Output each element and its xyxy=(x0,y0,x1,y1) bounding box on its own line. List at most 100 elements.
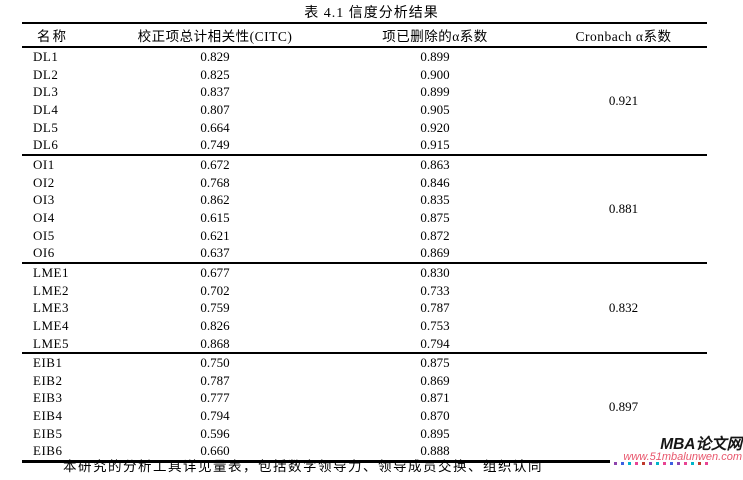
alpha-cell: 0.830 xyxy=(330,261,540,282)
tick-mark xyxy=(621,462,624,465)
alpha-cell: 0.899 xyxy=(420,49,450,64)
table-row: DL4 0.807 0.905 xyxy=(22,101,707,119)
name-cell: LME1 xyxy=(22,261,100,282)
alpha-cell: 0.835 xyxy=(420,192,450,208)
citc-cell: 0.677 xyxy=(100,261,330,282)
citc-cell: 0.794 xyxy=(200,408,230,424)
name-cell: OI2 xyxy=(33,174,55,190)
alpha-cell: 0.794 xyxy=(420,335,450,351)
name-cell: LME5 xyxy=(33,335,69,351)
table-row: LME5 0.868 0.794 xyxy=(22,335,707,354)
citc-cell: 0.862 xyxy=(200,192,230,208)
citc-cell: 0.660 xyxy=(200,443,230,459)
table-row: DL3 0.837 0.899 xyxy=(22,83,707,101)
citc-cell: 0.826 xyxy=(200,317,230,333)
watermark-site-url[interactable]: www.51mbalunwen.com xyxy=(623,451,742,463)
table-body: DL1 0.829 0.899 0.921 DL2 0.825 0.900 DL3 0.837 0… xyxy=(22,47,707,462)
alpha-cell: 0.870 xyxy=(420,408,450,424)
watermark-site-name: MBA论文网 xyxy=(660,436,742,453)
table-row: LME4 0.826 0.753 xyxy=(22,317,707,335)
table-row: DL2 0.825 0.900 xyxy=(22,66,707,84)
name-cell: DL4 xyxy=(33,101,59,117)
alpha-cell: 0.787 xyxy=(420,300,450,316)
name-cell: LME3 xyxy=(33,300,69,316)
alpha-cell: 0.899 xyxy=(420,84,450,100)
citc-cell: 0.768 xyxy=(200,174,230,190)
alpha-cell: 0.872 xyxy=(420,227,450,243)
citc-cell: 0.825 xyxy=(200,66,230,82)
table-row: EIB5 0.596 0.895 xyxy=(22,425,707,443)
tick-mark xyxy=(670,462,673,465)
clipped-paragraph-text: 本研究的分析工具详见量表，包括数字领导力、领导成员交换、组织认同 xyxy=(63,459,543,474)
citc-cell: 0.868 xyxy=(200,335,230,351)
tick-mark xyxy=(635,462,638,465)
tick-mark xyxy=(691,462,694,465)
alpha-cell: 0.869 xyxy=(420,372,450,388)
col-header-cronbach: Cronbach α系数 xyxy=(575,29,672,44)
name-cell: DL1 xyxy=(33,49,59,64)
tick-mark xyxy=(628,462,631,465)
name-cell: EIB5 xyxy=(33,425,63,441)
citc-cell: 0.621 xyxy=(200,227,230,243)
table-row: OI4 0.615 0.875 xyxy=(22,209,707,227)
cronbach-cell: 0.921 xyxy=(608,93,639,109)
citc-cell: 0.596 xyxy=(200,425,230,441)
name-cell: OI5 xyxy=(33,227,55,243)
table-row: OI5 0.621 0.872 xyxy=(22,227,707,245)
alpha-cell: 0.875 xyxy=(420,209,450,225)
name-cell: OI6 xyxy=(33,245,55,261)
tick-mark xyxy=(698,462,701,465)
alpha-cell: 0.863 xyxy=(330,153,540,174)
name-cell: DL6 xyxy=(33,137,59,153)
table-row: DL6 0.749 0.915 xyxy=(22,136,707,155)
tick-mark xyxy=(663,462,666,465)
name-cell: LME4 xyxy=(33,317,69,333)
cronbach-cell: 0.832 xyxy=(540,261,707,354)
table-row: LME1 0.677 0.830 0.832 xyxy=(22,261,707,354)
name-cell: DL2 xyxy=(33,66,59,82)
header-row: 名称 校正项总计相关性(CITC) 项已删除的α系数 Cronbach α系数 xyxy=(22,23,707,47)
tick-mark xyxy=(642,462,645,465)
alpha-cell: 0.753 xyxy=(420,317,450,333)
citc-cell: 0.672 xyxy=(100,153,330,174)
table-row: EIB3 0.777 0.871 xyxy=(22,389,707,407)
alpha-cell: 0.895 xyxy=(420,425,450,441)
col-header-alpha-if-deleted: 项已删除的α系数 xyxy=(382,29,488,44)
tick-mark xyxy=(614,462,617,465)
table-row: DL1 0.829 0.899 0.921 xyxy=(22,47,707,108)
name-cell: EIB3 xyxy=(33,390,63,406)
citc-cell: 0.807 xyxy=(200,101,230,117)
tick-mark xyxy=(649,462,652,465)
tick-mark xyxy=(656,462,659,465)
alpha-cell: 0.846 xyxy=(420,174,450,190)
alpha-cell: 0.875 xyxy=(330,352,540,372)
col-header-name: 名称 xyxy=(37,29,68,44)
name-cell: OI4 xyxy=(33,209,55,225)
table-row: DL5 0.664 0.920 xyxy=(22,119,707,137)
citc-cell: 0.749 xyxy=(200,137,230,153)
citc-cell: 0.637 xyxy=(200,245,230,261)
citc-cell: 0.702 xyxy=(200,282,230,298)
name-cell: OI1 xyxy=(22,153,100,174)
site-watermark: MBA论文网 www.51mbalunwen.com xyxy=(610,437,742,466)
name-cell: EIB6 xyxy=(33,443,63,459)
alpha-cell: 0.900 xyxy=(420,66,450,82)
citc-cell: 0.664 xyxy=(200,119,230,135)
table-row: LME2 0.702 0.733 xyxy=(22,282,707,300)
table-row: EIB4 0.794 0.870 xyxy=(22,407,707,425)
table-row: LME3 0.759 0.787 xyxy=(22,299,707,317)
alpha-cell: 0.871 xyxy=(420,390,450,406)
alpha-cell: 0.915 xyxy=(420,137,450,153)
reliability-table: 名称 校正项总计相关性(CITC) 项已删除的α系数 Cronbach α系数 … xyxy=(22,22,707,464)
citc-cell: 0.759 xyxy=(200,300,230,316)
citc-cell: 0.615 xyxy=(200,209,230,225)
alpha-cell: 0.733 xyxy=(420,282,450,298)
name-cell: DL3 xyxy=(33,84,59,100)
tick-mark xyxy=(705,462,708,465)
alpha-cell: 0.888 xyxy=(420,443,450,459)
table-row: OI3 0.862 0.835 xyxy=(22,191,707,209)
tick-mark xyxy=(677,462,680,465)
alpha-cell: 0.920 xyxy=(420,119,450,135)
table-row: EIB1 0.750 0.875 0.897 xyxy=(22,352,707,462)
name-cell: EIB4 xyxy=(33,408,63,424)
